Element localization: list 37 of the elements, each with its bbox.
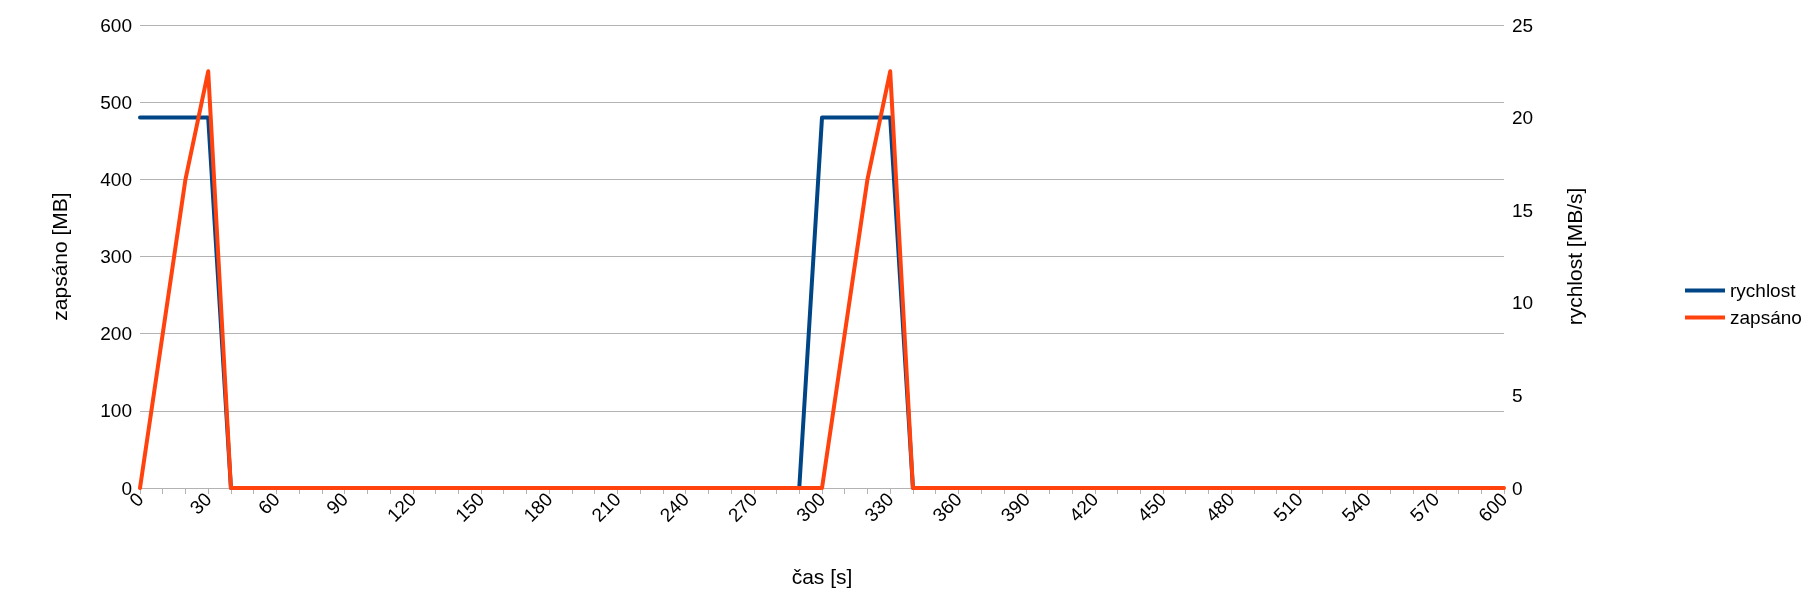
x-tick-label: 90 — [322, 488, 353, 519]
x-tick-label: 360 — [928, 488, 966, 526]
x-tick-label: 210 — [587, 488, 625, 526]
x-tick-label: 480 — [1201, 488, 1239, 526]
x-tick-label: 30 — [185, 488, 216, 519]
x-axis-title: čas [s] — [791, 565, 853, 588]
x-tick-label: 390 — [996, 488, 1035, 526]
y-tick-label: 200 — [100, 323, 132, 345]
x-tick-label: 270 — [723, 488, 762, 526]
y2-tick-label: 5 — [1512, 384, 1523, 406]
x-tick-label: 540 — [1337, 488, 1376, 526]
x-tick-label: 180 — [519, 488, 557, 526]
x-tick-label: 570 — [1405, 488, 1444, 526]
x-tick-label: 300 — [792, 488, 830, 526]
legend-label: zapsáno — [1730, 307, 1802, 328]
y-tick-label: 500 — [100, 91, 132, 113]
legend-label: rychlost — [1730, 280, 1797, 301]
x-tick-label: 450 — [1133, 488, 1171, 526]
y-tick-label: 600 — [100, 14, 132, 36]
y2-tick-label: 25 — [1512, 14, 1534, 36]
y-tick-label: 300 — [100, 246, 132, 267]
y-axis-title: zapsáno [MB] — [48, 192, 71, 321]
y-tick-label: 100 — [100, 400, 132, 422]
x-tick-label: 330 — [860, 488, 898, 526]
y2-tick-label: 15 — [1512, 199, 1534, 221]
x-tick-label: 150 — [451, 488, 489, 526]
line-series — [138, 69, 1506, 490]
x-tick-label: 420 — [1064, 488, 1103, 526]
y2-tick-label: 10 — [1512, 292, 1534, 314]
x-tick-label: 600 — [1474, 488, 1512, 526]
x-tick-label: 240 — [655, 488, 694, 526]
y2-tick-label: 20 — [1512, 107, 1534, 129]
x-tick-label: 510 — [1269, 488, 1307, 526]
y-tick-label: 400 — [100, 168, 132, 190]
x-tick-label: 120 — [382, 488, 421, 526]
x-tick-label: 60 — [254, 488, 284, 519]
y2-axis-title: rychlost [MB/s] — [1563, 187, 1586, 326]
